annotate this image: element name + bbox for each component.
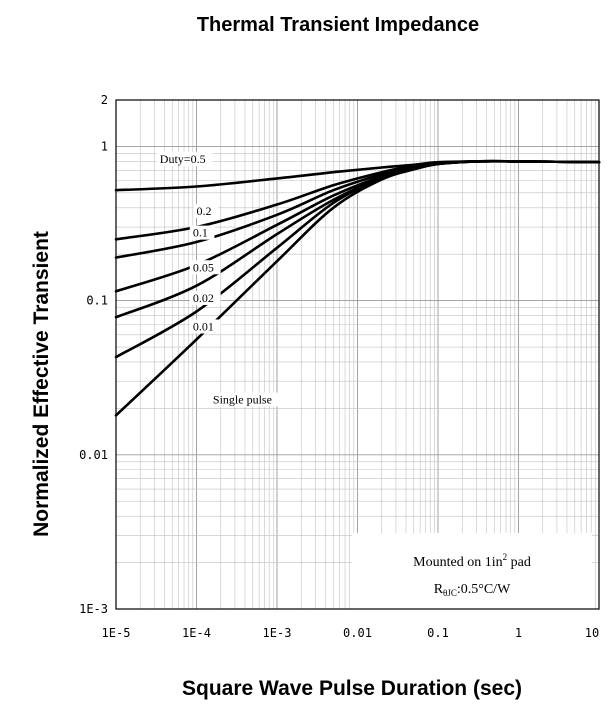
y-tick-label: 1E-3	[79, 602, 108, 616]
x-tick-label: 0.1	[427, 626, 449, 640]
annotation-mounted-suffix: pad	[507, 555, 531, 570]
x-tick-label: 1E-5	[102, 626, 131, 640]
y-tick-label: 2	[101, 93, 108, 107]
annotation-line-2: RθJC:0.5°C/W	[434, 582, 511, 598]
curve-label-bg	[193, 203, 219, 218]
curve-label: 0.05	[193, 260, 214, 274]
curve-label: Duty=0.5	[160, 152, 206, 166]
curve-label: 0.1	[193, 226, 208, 240]
curve-label-bg	[209, 392, 291, 407]
plot-grid	[115, 99, 599, 610]
annotation-box	[352, 533, 592, 609]
annotation-r-sub: θJC	[443, 588, 457, 598]
x-tick-label: 1E-4	[182, 626, 211, 640]
x-tick-label: 10	[585, 626, 599, 640]
annotation-mounted-sup: 2	[503, 552, 508, 562]
mounting-annotation: Mounted on 1in2 pad RθJC:0.5°C/W	[352, 533, 592, 609]
x-tick-label: 1	[515, 626, 522, 640]
curve-label: 0.2	[197, 204, 212, 218]
axis-ticks: 1E-5 1E-4 1E-3 0.01 0.1 1 10 2 1 0.1 0.01 1E-3	[79, 93, 599, 640]
curve-label-bg	[189, 260, 221, 275]
curve-label-bg	[189, 290, 221, 305]
plot-frame	[115, 99, 600, 610]
chart-title: Thermal Transient Impedance	[197, 14, 479, 36]
curve-label: Single pulse	[213, 393, 272, 407]
curve-label-bg	[189, 319, 221, 334]
curve-label-bg	[189, 225, 215, 240]
y-tick-label: 0.1	[86, 294, 108, 308]
y-axis-title: Normalized Effective Transient	[30, 231, 53, 537]
y-tick-label: 1	[101, 139, 108, 153]
curve-labels: Duty=0.5 0.2 0.1 0.05 0.02 0.01 Single pulse	[156, 152, 291, 407]
annotation-mounted-prefix: Mounted on 1in	[413, 555, 502, 570]
curve-label-bg	[156, 152, 213, 167]
x-tick-label: 1E-3	[263, 626, 292, 640]
y-tick-label: 0.01	[79, 448, 108, 462]
x-tick-label: 0.01	[343, 626, 372, 640]
curve-label: 0.02	[193, 291, 214, 305]
annotation-r-suffix: :0.5°C/W	[457, 582, 511, 597]
x-axis-title: Square Wave Pulse Duration (sec)	[182, 677, 522, 700]
annotation-r-prefix: R	[434, 582, 444, 597]
annotation-line-1: Mounted on 1in2 pad	[413, 552, 531, 570]
curve-label: 0.01	[193, 319, 214, 333]
